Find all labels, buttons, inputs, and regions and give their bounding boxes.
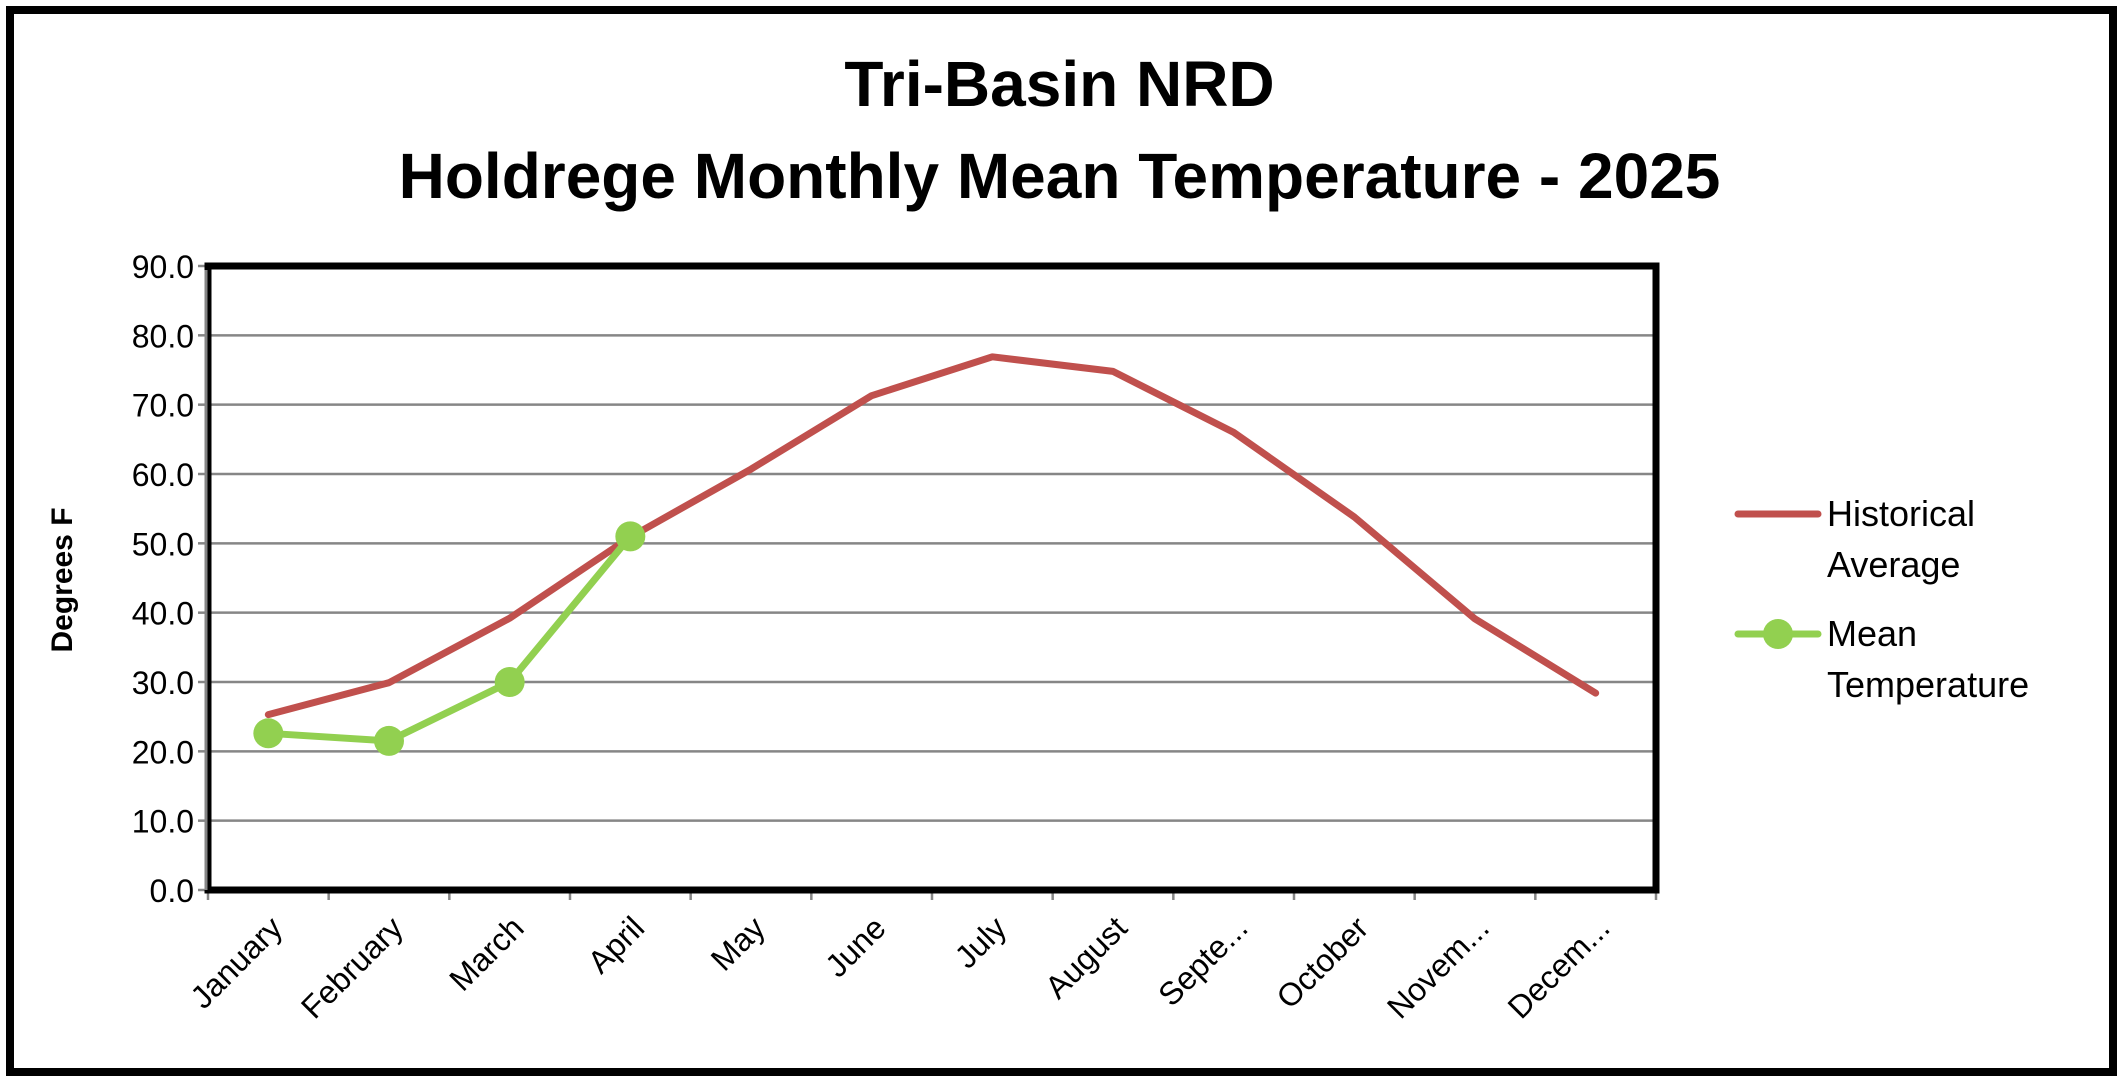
legend — [1734, 510, 1822, 649]
x-tick-label: Decem... — [1501, 909, 1617, 1025]
data-point-mean-temperature — [615, 521, 646, 552]
y-tick-label: 40.0 — [132, 596, 194, 632]
y-tick-label: 20.0 — [132, 734, 194, 770]
legend-label-mean-temperature: Mean Temperature — [1827, 613, 2030, 705]
x-tick-label: April — [581, 909, 652, 980]
x-tick-label: May — [704, 909, 772, 977]
chart-frame — [6, 6, 2117, 1076]
chart-title: Tri-Basin NRD — [844, 48, 1275, 120]
legend-marker-mean-temperature — [1763, 619, 1793, 649]
tick-labels: 0.0 10.0 20.0 30.0 40.0 50.0 60.0 70.0 80.0 90.0 J… — [132, 249, 1617, 1025]
gridlines — [208, 264, 1656, 822]
data-point-mean-temperature — [494, 667, 525, 697]
legend-label-historical-average: Historical Average — [1827, 493, 1976, 585]
y-tick-label: 0.0 — [150, 873, 194, 909]
data-point-mean-temperature — [374, 725, 404, 756]
y-axis-label: Degrees F — [46, 507, 79, 652]
y-tick-label: 80.0 — [132, 318, 194, 354]
series-line-historical-average — [264, 353, 1600, 719]
x-tick-label: June — [818, 909, 893, 984]
y-tick-label: 70.0 — [132, 388, 194, 424]
x-tick-label: July — [948, 909, 1014, 975]
axes — [198, 262, 1660, 900]
x-tick-label: March — [442, 909, 530, 997]
plot-area-border — [204, 262, 1660, 894]
y-tick-label: 90.0 — [132, 249, 194, 285]
x-tick-label: August — [1038, 909, 1134, 1005]
y-tick-label: 10.0 — [132, 804, 194, 840]
series-line-mean-temperature — [264, 532, 634, 745]
series-lines — [253, 353, 1600, 756]
x-tick-label: Septe... — [1151, 909, 1254, 1012]
y-tick-label: 60.0 — [132, 457, 194, 493]
data-point-mean-temperature — [253, 718, 284, 749]
x-tick-label: January — [183, 909, 289, 1015]
chart-subtitle: Holdrege Monthly Mean Temperature - 2025 — [398, 140, 1721, 212]
y-tick-label: 30.0 — [132, 665, 194, 701]
y-tick-label: 50.0 — [132, 526, 194, 562]
x-tick-label: February — [294, 909, 410, 1025]
x-tick-label: October — [1269, 909, 1375, 1015]
x-tick-label: Novem... — [1380, 909, 1496, 1025]
